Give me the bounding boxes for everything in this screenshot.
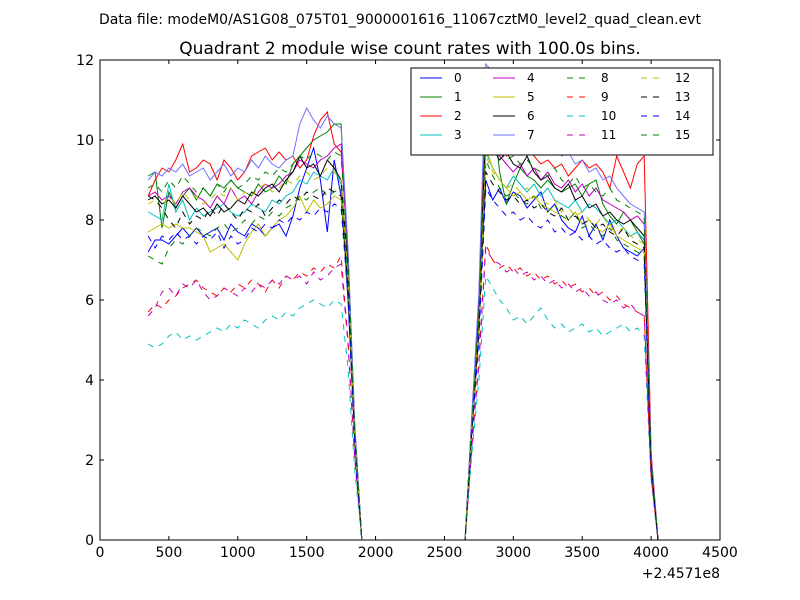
series-line-13: [147, 170, 659, 540]
x-tick-label: 3000: [496, 545, 532, 561]
legend-label-1: 1: [454, 90, 462, 104]
plot-frame: [99, 59, 721, 541]
y-tick-label: 2: [85, 453, 94, 469]
legend-label-12: 12: [675, 71, 690, 85]
y-tick-label: 4: [85, 373, 94, 389]
figure-suptitle: Data file: modeM0/AS1G08_075T01_90000016…: [99, 12, 701, 28]
series-line-2: [147, 75, 659, 540]
series-line-9: [147, 243, 659, 540]
x-offset-label: +2.4571e8: [642, 566, 720, 582]
series-line-0: [147, 146, 659, 540]
legend-box: [410, 67, 714, 156]
series-line-7: [147, 62, 659, 540]
series-line-6: [147, 123, 659, 540]
legend-label-4: 4: [527, 71, 535, 85]
y-tick-label: 10: [76, 133, 94, 149]
y-tick-label: 12: [76, 53, 94, 69]
series-layer: [147, 62, 659, 540]
legend-label-13: 13: [675, 90, 690, 104]
legend-label-7: 7: [527, 128, 535, 142]
series-line-14: [147, 186, 659, 540]
series-line-11: [147, 246, 659, 540]
ticks-layer: 0 500 1000 1500 2000 2500 3000 3500 4000 4500 0 2 4 6…: [76, 53, 738, 561]
legend-label-6: 6: [527, 109, 535, 123]
x-tick-label: 2500: [427, 545, 463, 561]
x-tick-label: 1000: [220, 545, 256, 561]
series-line-1: [147, 79, 659, 540]
x-tick-label: 500: [156, 545, 183, 561]
legend-label-14: 14: [675, 109, 690, 123]
legend-label-9: 9: [601, 90, 609, 104]
x-tick-label: 3500: [564, 545, 600, 561]
y-tick-label: 0: [85, 533, 94, 549]
x-tick-label: 4000: [633, 545, 669, 561]
legend-label-2: 2: [454, 109, 462, 123]
legend-label-11: 11: [601, 128, 616, 142]
x-tick-label: 2000: [358, 545, 394, 561]
legend-label-15: 15: [675, 128, 690, 142]
chart-title: Quadrant 2 module wise count rates with …: [179, 39, 640, 59]
legend-label-3: 3: [454, 128, 462, 142]
x-tick-label: 4500: [702, 545, 738, 561]
x-tick-label: 1500: [289, 545, 325, 561]
series-line-3: [147, 151, 659, 540]
series-line-4: [147, 131, 659, 540]
series-line-12: [147, 155, 659, 540]
series-line-10: [147, 274, 659, 540]
series-line-8: [147, 159, 659, 540]
y-tick-label: 6: [85, 293, 94, 309]
legend-label-10: 10: [601, 109, 616, 123]
y-tick-label: 8: [85, 213, 94, 229]
legend-label-5: 5: [527, 90, 535, 104]
x-tick-label: 0: [96, 545, 105, 561]
legend-label-0: 0: [454, 71, 462, 85]
legend-label-8: 8: [601, 71, 609, 85]
